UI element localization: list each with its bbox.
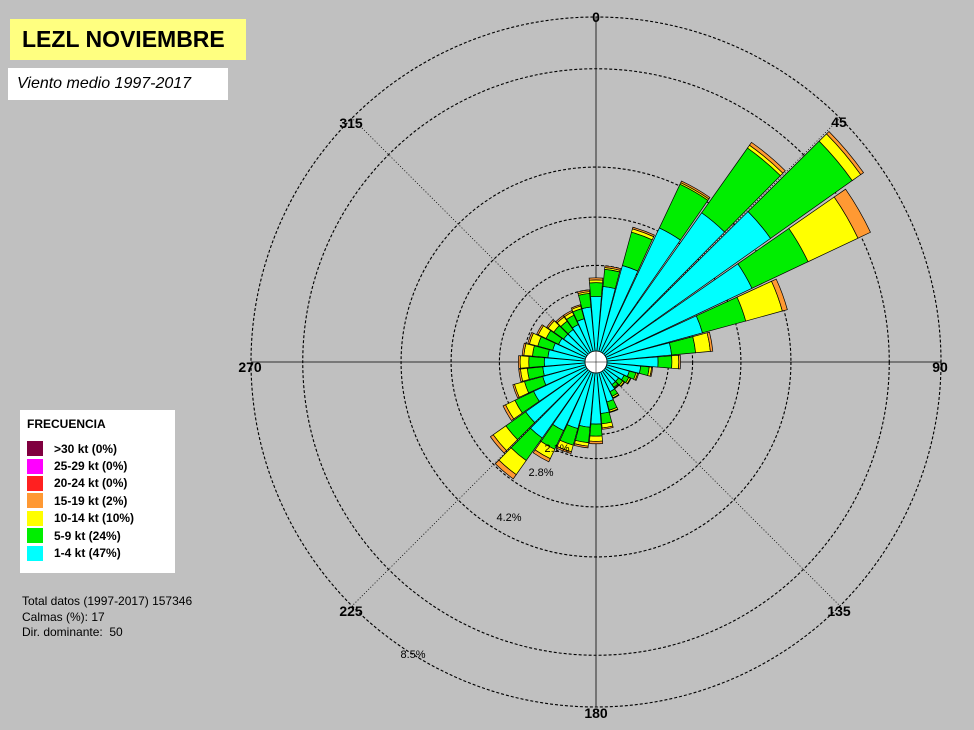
rose-sector-segment [609,408,619,414]
ring-label: 2.1% [544,443,569,455]
direction-label: 135 [827,603,851,619]
grid-ring [400,166,792,558]
rose-sector-segment [706,331,714,352]
rose-sector-segment [680,180,711,200]
direction-label: 45 [831,114,847,130]
rose-sector-segment [555,315,565,324]
rose-sector-segment [604,265,621,271]
chart-title: LEZL NOVIEMBRE [10,19,246,60]
legend-item: 15-19 kt (2%) [27,492,175,509]
legend-item: 25-29 kt (0%) [27,457,175,474]
legend: FRECUENCIA >30 kt (0%) 25-29 kt (0%) 20-… [20,410,175,573]
rose-sector-segment [570,304,582,310]
rose-sector-segment [519,355,530,369]
rose-sector-segment [528,356,545,368]
legend-label: 10-14 kt (10%) [54,511,135,526]
rose-sector-segment [589,282,603,298]
rose-sector-segment [749,141,786,174]
rose-sector-segment [521,342,527,356]
rose-sector-segment [600,411,613,425]
rose-sector-segment [649,366,654,377]
rose-sector-segment [512,383,520,399]
direction-label: 90 [932,359,948,375]
rose-sector-segment [546,319,555,329]
legend-item: 10-14 kt (10%) [27,510,175,527]
rose-sector-segment [588,277,604,281]
legend-swatch [27,458,43,474]
direction-label: 315 [339,115,363,131]
direction-label: 270 [238,359,262,375]
legend-label: >30 kt (0%) [54,441,118,456]
rose-sector-segment [657,355,673,369]
legend-item: >30 kt (0%) [27,440,175,457]
rose-sector-segment [620,381,626,388]
rose-sector-segment [589,423,603,437]
rose-sector-segment [833,188,871,239]
rose-sector-segment [588,440,604,445]
rose-sector-segment [678,354,681,370]
rose-sector-segment [671,354,680,370]
ring-label: 2.8% [528,467,553,479]
legend-swatch [27,475,43,491]
legend-item: 5-9 kt (24%) [27,527,175,544]
legend-swatch [27,528,43,544]
direction-label: 180 [584,705,608,721]
rose-sector-segment [494,459,517,480]
legend-label: 5-9 kt (24%) [54,528,121,543]
chart-subtitle: Viento medio 1997-2017 [8,68,228,100]
legend-swatch [27,545,43,561]
rose-sector-segment [536,324,545,336]
rose-sector-segment [532,449,551,463]
ring-label: 8.5% [400,649,425,661]
rose-sector-segment [555,446,572,454]
legend-label: 1-4 kt (47%) [54,546,121,561]
stats-dominant: Dir. dominante: 50 [22,625,123,639]
direction-label: 0 [592,9,600,25]
rose-sector-segment [826,130,864,176]
rose-sector-segment [489,434,507,454]
legend-title: FRECUENCIA [27,417,106,431]
rose-sector-segment [631,226,655,238]
rose-sector-segment [577,289,590,295]
legend-swatch [27,493,43,509]
legend-item: 1-4 kt (47%) [27,544,175,561]
rose-sector-segment [502,404,515,422]
grid-ring [250,16,942,708]
rose-sector-segment [612,394,620,399]
stats-block: Total datos (1997-2017) 157346 Calmas (%… [22,594,192,641]
rose-sector-segment [563,310,573,318]
grid-ring [498,264,694,460]
stats-total: Total datos (1997-2017) 157346 [22,594,193,608]
legend-swatch [27,510,43,526]
rose-sector-segment [518,355,521,369]
ring-label: 4.2% [496,512,521,524]
direction-label: 225 [339,603,363,619]
rose-sector-segment [771,278,788,312]
rose-sector-segment [626,377,632,385]
axis-line-diagonal [595,361,841,607]
legend-label: 25-29 kt (0%) [54,459,128,474]
legend-label: 15-19 kt (2%) [54,493,128,508]
stats-calms: Calmas (%): 17 [22,609,105,624]
grid-ring [450,216,742,508]
legend-label: 20-24 kt (0%) [54,476,128,491]
legend-item: 20-24 kt (0%) [27,475,175,492]
rose-sector-segment [589,435,603,442]
rose-sector-segment [518,368,524,383]
rose-sector-segment [634,372,640,381]
rose-sector-segment [573,443,589,449]
grid-ring [302,68,890,656]
rose-sector-segment [527,331,534,345]
rose-sector-segment [601,425,614,430]
legend-swatch [27,441,43,457]
